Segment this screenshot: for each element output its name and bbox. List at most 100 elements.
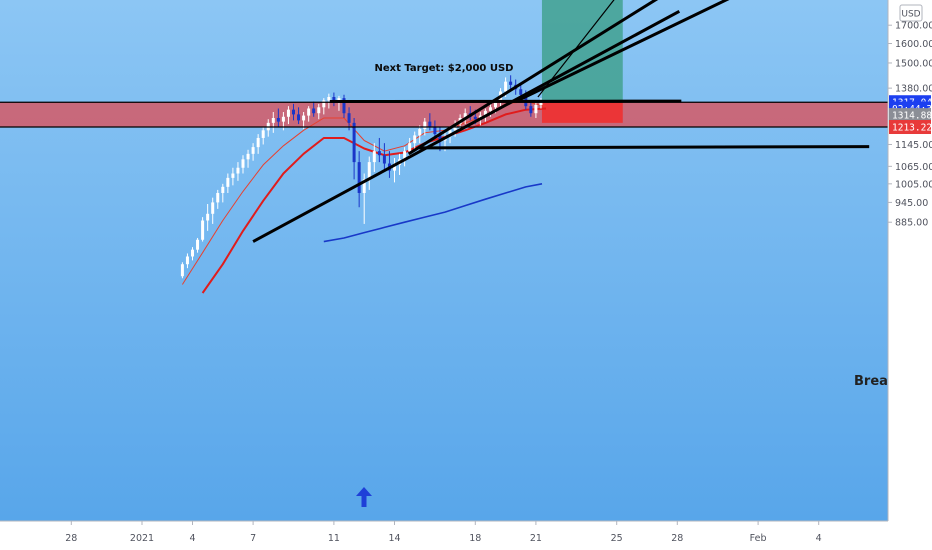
candle-23 [297, 107, 301, 125]
target-arrow [537, 0, 615, 98]
target-annotation: Next Target: $2,000 USD [375, 63, 514, 74]
candle-body [226, 177, 230, 187]
candle-35 [357, 151, 361, 208]
candle-18 [271, 112, 275, 133]
time-tick-label: Feb [750, 533, 767, 544]
candle-body [438, 134, 442, 141]
price-tick-label: 885.00 [895, 218, 928, 229]
candle-29 [327, 93, 331, 109]
time-tick-label: 11 [328, 533, 340, 544]
moving-average-3 [323, 183, 543, 243]
candle-body [201, 220, 205, 240]
candle-32 [342, 94, 346, 118]
candle-body [246, 153, 250, 160]
candle-body [377, 151, 381, 156]
candle-body [185, 256, 189, 265]
price-tag: 1314.88 [889, 108, 932, 123]
time-tick-label: 18 [469, 533, 481, 544]
time-tick-label: 2021 [130, 533, 154, 544]
candle-body [261, 130, 265, 138]
candle-body [534, 104, 538, 114]
candle-69 [529, 100, 533, 117]
candle-3 [196, 237, 200, 253]
time-axis[interactable]: 28 2021 4 7 11 14 18 21 25 28 Feb 4 [0, 520, 888, 550]
candle-body [367, 162, 371, 180]
time-tick-label: 4 [189, 533, 195, 544]
price-tag-label: 1314.88 [892, 111, 932, 122]
candle-body [372, 151, 376, 163]
candle-body [539, 102, 543, 105]
candle-4 [201, 217, 205, 242]
candle-body [236, 167, 240, 174]
break-annotation: Break [854, 374, 897, 389]
candle-body [322, 100, 326, 108]
candle-body [418, 129, 422, 136]
candle-body [529, 106, 533, 114]
candle-body [256, 137, 260, 148]
price-axis[interactable]: 885.00 945.00 1005.00 1065.00 1145.00 1380.00… [887, 0, 932, 550]
currency-badge[interactable]: USD [899, 4, 923, 22]
candle-body [180, 264, 184, 277]
candle-22 [292, 103, 295, 121]
price-tick-label: 1005.00 [895, 179, 932, 190]
zones-layer [0, 0, 888, 128]
candle-body [483, 110, 487, 116]
candle-body [433, 126, 437, 135]
candle-body [504, 81, 508, 92]
candle-body [352, 122, 356, 163]
price-axis-ticks: 885.00 945.00 1005.00 1065.00 1145.00 1380.00… [888, 21, 932, 229]
price-tag-background [889, 120, 931, 135]
candle-42 [393, 157, 396, 183]
price-tick-label: 1065.00 [895, 162, 932, 173]
price-tick-label: 945.00 [895, 198, 928, 209]
candle-46 [413, 131, 417, 150]
candle-37 [367, 156, 371, 190]
candle-28 [322, 98, 326, 115]
candle-body [382, 155, 386, 164]
candle-24 [302, 112, 306, 130]
candle-body [216, 192, 220, 203]
candle-body [519, 89, 523, 95]
candle-8 [221, 183, 225, 203]
candle-body [362, 179, 366, 193]
candle-body [463, 113, 467, 118]
candle-body [292, 109, 295, 115]
candle-16 [261, 126, 265, 145]
support-horizontal [418, 145, 870, 150]
candle-body [347, 113, 351, 123]
candle-body [332, 97, 336, 103]
blue-up-arrow-icon [356, 487, 372, 507]
candle-body [221, 186, 225, 193]
candle-70 [534, 101, 538, 118]
candle-body [473, 116, 477, 120]
candle-15 [256, 134, 260, 154]
price-tag-background [889, 108, 931, 123]
candle-7 [216, 189, 220, 209]
price-tag-label: 1213.22 [892, 123, 932, 134]
channel-lower [252, 9, 681, 243]
candle-body [342, 98, 346, 114]
candle-body [307, 108, 311, 116]
price-tags: 2010.342000.001317.0402:44:341314.881213… [889, 95, 932, 135]
channel-mid [515, 0, 730, 103]
candle-body [196, 239, 200, 250]
candle-body [317, 107, 321, 114]
candle-19 [276, 108, 280, 127]
candle-50 [433, 120, 437, 138]
candle-40 [382, 143, 386, 171]
time-tick-label: 28 [671, 533, 683, 544]
candle-6 [211, 197, 215, 224]
candle-body [286, 109, 290, 117]
candle-44 [403, 147, 407, 167]
candle-body [494, 101, 497, 108]
resistance-zone [0, 102, 888, 128]
candle-38 [372, 143, 376, 173]
price-tick-label: 1500.00 [895, 58, 932, 69]
candle-12 [241, 155, 245, 174]
candle-27 [317, 103, 321, 120]
candle-body [297, 114, 301, 121]
time-axis-ticks: 28 2021 4 7 11 14 18 21 25 28 Feb 4 [65, 521, 822, 544]
currency-label: USD [901, 10, 920, 20]
